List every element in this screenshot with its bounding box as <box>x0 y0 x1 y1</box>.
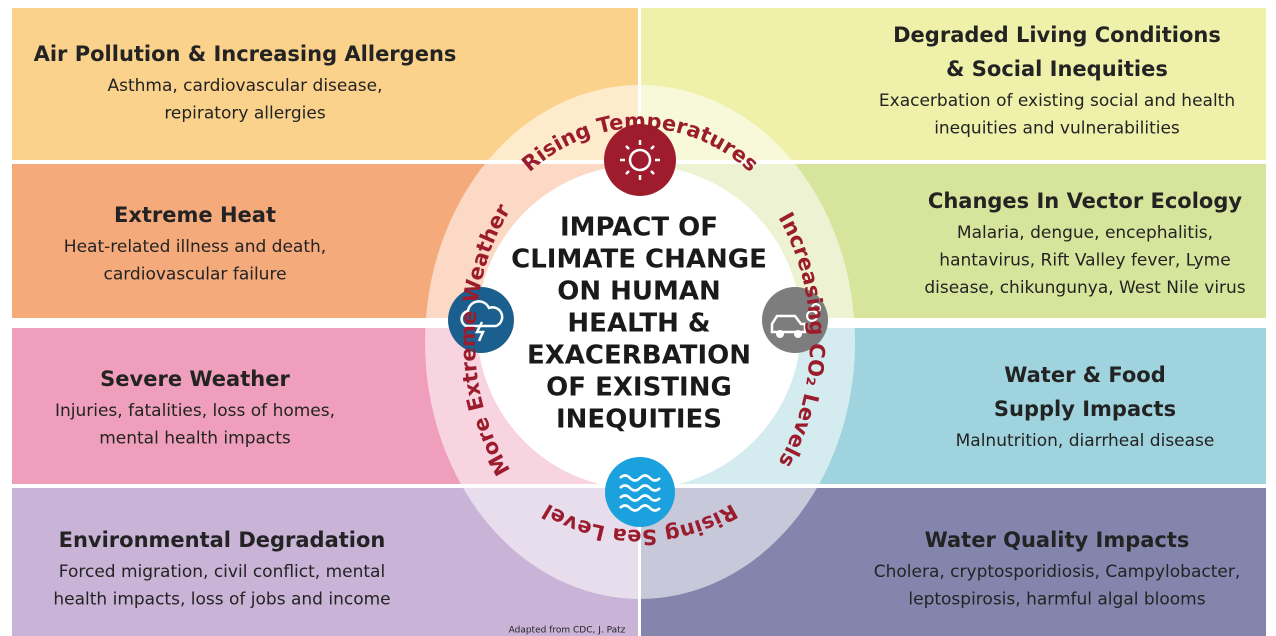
panel-title: Water Quality Impacts <box>925 528 1190 552</box>
storm-icon <box>448 287 514 353</box>
panel-description: leptospirosis, harmful algal blooms <box>908 590 1205 610</box>
panel-title: Water & Food <box>1004 363 1166 387</box>
panel-description: mental health impacts <box>99 429 291 449</box>
panel-description: Malaria, dengue, encephalitis, <box>957 223 1213 243</box>
center-title: OF EXISTING <box>546 373 732 403</box>
panel-title: Environmental Degradation <box>59 528 386 552</box>
panel-title: Supply Impacts <box>994 397 1176 421</box>
panel-description: Exacerbation of existing social and heal… <box>879 91 1235 111</box>
center-title: EXACERBATION <box>527 341 751 371</box>
panel-description: inequities and vulnerabilities <box>934 119 1180 139</box>
panel-description: Malnutrition, diarrheal disease <box>956 431 1215 451</box>
inner-circle <box>477 165 801 489</box>
panel-description: repiratory allergies <box>164 104 326 124</box>
sun-icon <box>604 124 676 196</box>
panel-title: Changes In Vector Ecology <box>928 189 1242 213</box>
panel-title: Severe Weather <box>100 367 290 391</box>
panel-description: Cholera, cryptosporidiosis, Campylobacte… <box>874 562 1241 582</box>
panel-description: Asthma, cardiovascular disease, <box>107 76 382 96</box>
center-title: HEALTH & <box>567 309 710 339</box>
center-title: INEQUITIES <box>556 405 722 435</box>
center-title: ON HUMAN <box>557 277 721 307</box>
panel-description: cardiovascular failure <box>103 265 286 285</box>
panel-title: & Social Inequities <box>946 57 1168 81</box>
waves-icon <box>605 457 675 527</box>
panel-description: disease, chikungunya, West Nile virus <box>924 278 1245 298</box>
panel-title: Air Pollution & Increasing Allergens <box>34 42 457 66</box>
credit: Adapted from CDC, J. Patz <box>509 626 626 636</box>
panel-description: hantavirus, Rift Valley fever, Lyme <box>939 251 1230 271</box>
car-icon <box>762 287 828 353</box>
panel-description: health impacts, loss of jobs and income <box>53 590 390 610</box>
panel-description: Heat-related illness and death, <box>64 237 326 257</box>
panel-title: Extreme Heat <box>114 203 276 227</box>
panel-description: Forced migration, civil conflict, mental <box>59 562 385 582</box>
panel-title: Degraded Living Conditions <box>893 23 1221 47</box>
panel-description: Injuries, fatalities, loss of homes, <box>55 401 335 421</box>
center-title: IMPACT OF <box>560 213 718 243</box>
center-title: CLIMATE CHANGE <box>511 245 767 275</box>
